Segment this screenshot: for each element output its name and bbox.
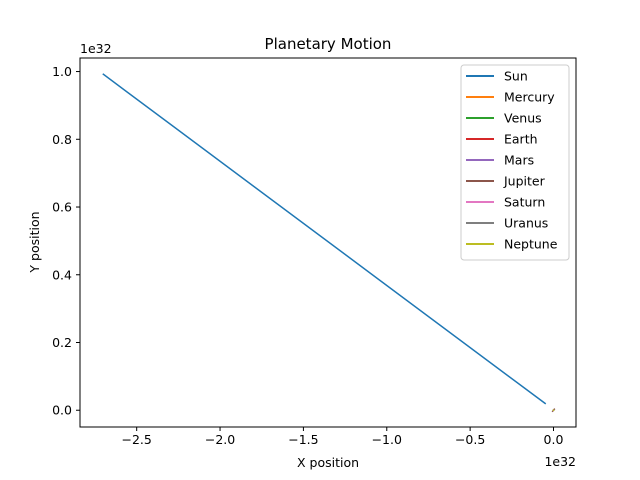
series-line-sun xyxy=(102,73,547,405)
legend-label-neptune: Neptune xyxy=(504,237,558,252)
legend-label-mars: Mars xyxy=(504,153,534,168)
legend-label-uranus: Uranus xyxy=(504,216,548,231)
y-axis: 0.0 0.2 0.4 0.6 0.8 1.0 xyxy=(52,64,80,418)
y-tick-label: 0.0 xyxy=(52,403,72,418)
x-tick-label: 0.0 xyxy=(544,432,564,447)
legend-label-saturn: Saturn xyxy=(504,195,545,210)
x-tick-label: −1.5 xyxy=(288,432,318,447)
series-lines xyxy=(102,73,556,413)
x-axis-label: X position xyxy=(297,455,359,470)
plot-area xyxy=(79,57,577,428)
legend-label-mercury: Mercury xyxy=(504,90,555,105)
x-tick-label: −1.0 xyxy=(372,432,402,447)
legend-label-venus: Venus xyxy=(504,111,542,126)
y-tick-label: 1.0 xyxy=(52,64,72,79)
legend-label-earth: Earth xyxy=(504,132,538,147)
y-tick-label: 0.2 xyxy=(52,335,72,350)
x-offset-text: 1e32 xyxy=(544,454,576,469)
legend: Sun Mercury Venus Earth Mars Jupiter Saturn Ura… xyxy=(460,64,570,261)
x-tick-label: −0.5 xyxy=(455,432,485,447)
legend-label-sun: Sun xyxy=(504,69,528,84)
x-tick-label: −2.0 xyxy=(205,432,235,447)
legend-box xyxy=(460,64,570,261)
y-axis-label: Y position xyxy=(27,211,42,273)
x-tick-label: −2.5 xyxy=(122,432,152,447)
chart-title: Planetary Motion xyxy=(265,35,392,53)
x-axis: −2.5 −2.0 −1.5 −1.0 −0.5 0.0 xyxy=(122,427,564,447)
y-tick-label: 0.4 xyxy=(52,267,72,282)
y-tick-label: 0.6 xyxy=(52,200,72,215)
legend-label-jupiter: Jupiter xyxy=(503,174,546,189)
y-tick-label: 0.8 xyxy=(52,132,72,147)
y-offset-text: 1e32 xyxy=(80,41,112,56)
